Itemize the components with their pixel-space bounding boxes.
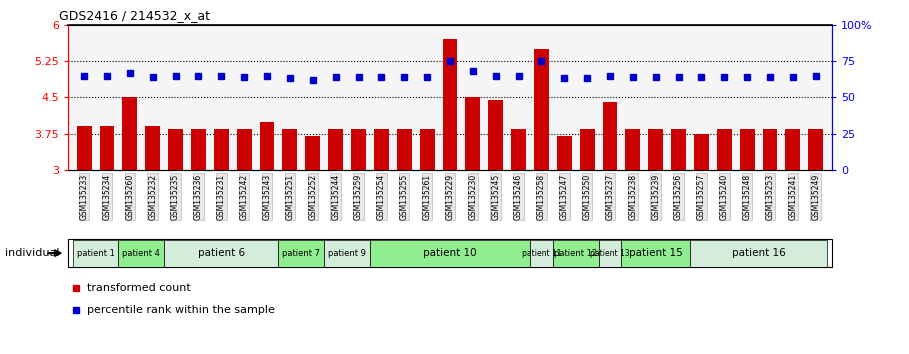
Bar <box>511 129 526 170</box>
Text: GDS2416 / 214532_x_at: GDS2416 / 214532_x_at <box>59 9 210 22</box>
Bar <box>351 129 366 170</box>
Bar <box>191 129 206 170</box>
Bar <box>648 129 664 170</box>
Text: GSM135245: GSM135245 <box>491 173 500 220</box>
Bar <box>328 129 343 170</box>
Text: GSM135253: GSM135253 <box>765 173 774 220</box>
Text: GSM135243: GSM135243 <box>263 173 272 220</box>
Bar <box>123 97 137 170</box>
Text: GSM135248: GSM135248 <box>743 173 752 219</box>
Text: GSM135258: GSM135258 <box>537 173 546 219</box>
Text: GSM135257: GSM135257 <box>697 173 706 220</box>
FancyBboxPatch shape <box>73 240 118 267</box>
Text: GSM135234: GSM135234 <box>103 173 112 220</box>
Text: patient 15: patient 15 <box>629 248 683 258</box>
Text: patient 9: patient 9 <box>328 249 366 258</box>
Bar <box>420 129 435 170</box>
FancyBboxPatch shape <box>325 240 370 267</box>
Text: patient 11: patient 11 <box>522 249 561 258</box>
FancyBboxPatch shape <box>165 240 278 267</box>
FancyBboxPatch shape <box>278 240 325 267</box>
Bar <box>785 129 800 170</box>
Text: patient 10: patient 10 <box>424 248 476 258</box>
Text: GSM135241: GSM135241 <box>788 173 797 219</box>
FancyBboxPatch shape <box>690 240 827 267</box>
Text: patient 6: patient 6 <box>198 248 245 258</box>
Text: GSM135238: GSM135238 <box>628 173 637 219</box>
Text: GSM135260: GSM135260 <box>125 173 135 220</box>
Text: percentile rank within the sample: percentile rank within the sample <box>87 305 275 315</box>
Text: GSM135237: GSM135237 <box>605 173 614 220</box>
FancyBboxPatch shape <box>68 239 832 267</box>
Text: GSM135249: GSM135249 <box>811 173 820 220</box>
Text: GSM135246: GSM135246 <box>514 173 523 220</box>
Bar <box>100 126 115 170</box>
Bar <box>625 129 640 170</box>
FancyBboxPatch shape <box>553 240 598 267</box>
Bar <box>145 126 160 170</box>
Text: patient 12: patient 12 <box>554 249 597 258</box>
Text: transformed count: transformed count <box>87 283 191 293</box>
Text: GSM135230: GSM135230 <box>468 173 477 220</box>
FancyBboxPatch shape <box>622 240 690 267</box>
Text: GSM135239: GSM135239 <box>651 173 660 220</box>
Bar <box>671 129 686 170</box>
FancyBboxPatch shape <box>118 240 165 267</box>
Text: GSM135244: GSM135244 <box>331 173 340 220</box>
Text: GSM135252: GSM135252 <box>308 173 317 219</box>
Text: GSM135250: GSM135250 <box>583 173 592 220</box>
Bar <box>214 129 229 170</box>
Text: GSM135240: GSM135240 <box>720 173 729 220</box>
Bar <box>374 129 389 170</box>
Bar <box>557 136 572 170</box>
Text: patient 4: patient 4 <box>123 249 160 258</box>
Bar <box>740 129 754 170</box>
Text: GSM135261: GSM135261 <box>423 173 432 219</box>
Text: GSM135255: GSM135255 <box>400 173 409 220</box>
Text: patient 1: patient 1 <box>76 249 115 258</box>
Text: GSM135251: GSM135251 <box>285 173 295 219</box>
Text: GSM135231: GSM135231 <box>217 173 225 219</box>
Text: patient 7: patient 7 <box>283 249 320 258</box>
Text: patient 13: patient 13 <box>590 249 630 258</box>
Bar <box>260 121 275 170</box>
Text: GSM135259: GSM135259 <box>354 173 363 220</box>
Text: GSM135236: GSM135236 <box>194 173 203 220</box>
Text: GSM135235: GSM135235 <box>171 173 180 220</box>
Bar <box>603 102 617 170</box>
Text: GSM135242: GSM135242 <box>240 173 249 219</box>
Text: GSM135232: GSM135232 <box>148 173 157 219</box>
Bar <box>580 129 594 170</box>
Bar <box>168 129 183 170</box>
Text: individual: individual <box>5 248 59 258</box>
Bar <box>534 49 549 170</box>
Text: GSM135256: GSM135256 <box>674 173 683 220</box>
Bar <box>763 129 777 170</box>
Bar <box>76 126 92 170</box>
FancyBboxPatch shape <box>530 240 553 267</box>
Bar <box>397 129 412 170</box>
Text: GSM135254: GSM135254 <box>377 173 386 220</box>
FancyBboxPatch shape <box>598 240 622 267</box>
Text: patient 16: patient 16 <box>732 248 785 258</box>
Bar <box>236 129 252 170</box>
Text: GSM135247: GSM135247 <box>560 173 569 220</box>
Bar <box>283 129 297 170</box>
Text: GSM135229: GSM135229 <box>445 173 454 219</box>
Bar <box>443 39 457 170</box>
Bar <box>808 129 824 170</box>
Bar <box>465 97 480 170</box>
Bar <box>694 133 709 170</box>
Bar <box>305 136 320 170</box>
FancyBboxPatch shape <box>370 240 530 267</box>
Text: GSM135233: GSM135233 <box>80 173 89 220</box>
Bar <box>488 100 503 170</box>
Bar <box>717 129 732 170</box>
